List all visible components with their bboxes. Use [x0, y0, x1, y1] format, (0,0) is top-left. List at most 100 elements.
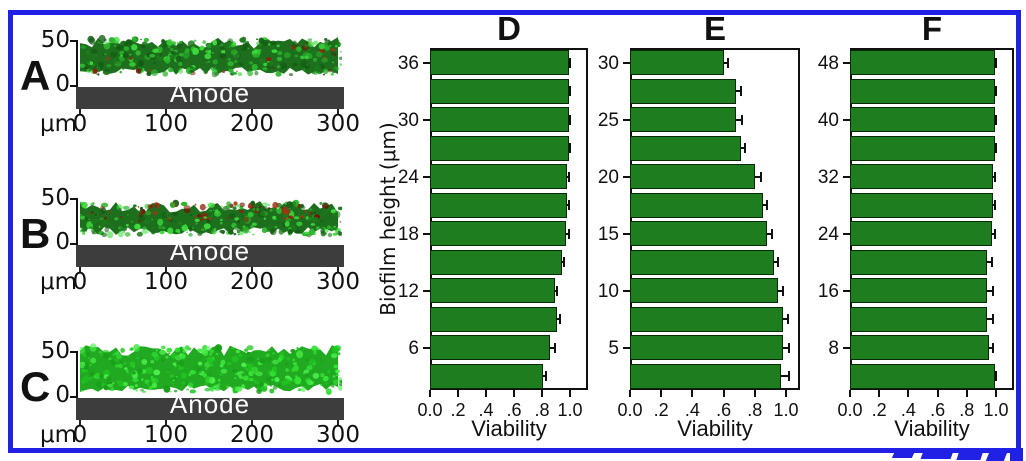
- x-axis-tick: [337, 420, 339, 426]
- error-bar: [762, 204, 768, 206]
- x-tick-label: 200: [230, 269, 274, 295]
- viability-bar: [430, 249, 562, 275]
- chart-x-tick-label: .6: [506, 400, 522, 420]
- viability-bar: [850, 135, 995, 161]
- anode-bar: Anode: [76, 391, 344, 420]
- viability-bar: [630, 249, 774, 275]
- micrograph-panel-c: C 50 0 Anode μm 0 100 200 300: [14, 336, 370, 454]
- viability-bar: [430, 50, 569, 75]
- chart-x-tick-label: .2: [653, 400, 669, 420]
- error-bar-cap: [990, 257, 993, 267]
- chart-y-tick-label: 10: [597, 280, 619, 302]
- chart-x-tick: [722, 390, 725, 397]
- error-bar: [557, 318, 561, 320]
- x-axis-tick: [251, 420, 253, 426]
- chart-y-tick: [423, 61, 430, 64]
- error-bar-cap: [993, 200, 996, 210]
- error-bar-cap: [727, 57, 730, 68]
- error-bar: [565, 232, 569, 235]
- chart-x-tick: [691, 390, 694, 397]
- chart-x-tick: [785, 390, 787, 397]
- x-tick-label: 300: [316, 269, 360, 295]
- x-axis-tick: [337, 109, 339, 115]
- x-tick-label: 200: [230, 422, 274, 448]
- chart-x-tick: [485, 390, 487, 397]
- x-axis-tick: [337, 267, 339, 273]
- chart-y-tick: [623, 289, 630, 292]
- viability-bar: [850, 164, 994, 189]
- anode-bar: Anode: [76, 238, 344, 267]
- error-bar-cap: [760, 171, 763, 182]
- chart-y-tick-label: 18: [397, 223, 419, 245]
- viability-bar: [850, 249, 988, 275]
- error-bar: [561, 261, 565, 263]
- error-bar: [778, 289, 783, 292]
- viability-bar: [430, 363, 544, 389]
- chart-x-tick-label: .6: [716, 400, 732, 420]
- viability-bar: [630, 164, 755, 189]
- chart-x-tick: [629, 390, 631, 397]
- error-bar-cap: [992, 314, 995, 324]
- anode-label: Anode: [169, 78, 251, 108]
- error-bar-cap: [786, 314, 789, 324]
- chart-x-tick-label: 0.0: [837, 400, 863, 420]
- chart-y-tick-label: 32: [817, 166, 839, 188]
- chart-y-tick: [843, 118, 850, 121]
- error-bar: [988, 346, 994, 349]
- chart-frame-D: [430, 48, 588, 390]
- panel-label-a: A: [20, 52, 51, 99]
- chart-y-tick: [623, 118, 630, 121]
- error-bar-cap: [744, 143, 747, 153]
- x-axis-tick: [165, 420, 167, 426]
- y-axis-tick: [70, 396, 78, 398]
- chart-y-tick: [423, 232, 430, 235]
- error-bar: [987, 289, 994, 292]
- x-tick-label: 300: [316, 422, 360, 448]
- viability-bar: [430, 78, 569, 104]
- chart-frame-F: [850, 48, 1014, 390]
- error-bar: [554, 289, 558, 292]
- error-bar: [987, 261, 992, 263]
- error-bar: [781, 375, 790, 377]
- chart-x-tick-label: 0.0: [617, 400, 643, 420]
- viability-bar: [630, 278, 779, 303]
- x-tick-label: 0: [72, 269, 88, 295]
- anode-label: Anode: [169, 389, 251, 419]
- chart-x-tick-label: 1.0: [557, 400, 583, 420]
- error-bar-cap: [995, 114, 997, 125]
- x-axis-tick: [251, 267, 253, 273]
- y-axis-tick-label-50: 50: [40, 185, 70, 211]
- viability-bar: [850, 278, 988, 303]
- viability-bar: [850, 50, 995, 75]
- error-bar-cap: [569, 86, 571, 96]
- error-bar-cap: [995, 371, 997, 381]
- error-bar-cap: [569, 143, 571, 153]
- error-bar: [550, 346, 555, 349]
- error-bar-cap: [995, 143, 997, 153]
- chart-y-tick-label: 20: [597, 166, 619, 188]
- error-bar: [543, 375, 547, 377]
- chart-x-tick-label: .4: [478, 400, 494, 420]
- chart-y-tick: [423, 175, 430, 178]
- chart-x-tick-label: 1.0: [983, 400, 1009, 420]
- y-axis-line: [76, 198, 78, 245]
- error-bar-cap: [569, 114, 571, 125]
- chart-x-tick: [995, 390, 997, 397]
- micrograph-panel-a: A 50 0 Anode μm 0 100 200 300: [14, 25, 370, 143]
- x-tick-label: 300: [316, 111, 360, 137]
- micrograph-panel-b: B 50 0 Anode μm 0 100 200 300: [14, 183, 370, 301]
- chart-y-tick-label: 36: [397, 52, 419, 74]
- anode-label: Anode: [169, 236, 251, 266]
- y-axis-tick: [70, 351, 78, 353]
- x-axis-tick: [165, 109, 167, 115]
- chart-x-tick-label: 0.0: [417, 400, 443, 420]
- viability-bar: [430, 135, 569, 161]
- error-bar: [782, 318, 788, 320]
- error-bar-cap: [739, 86, 742, 96]
- viability-bar: [850, 335, 989, 360]
- error-bar-cap: [777, 257, 780, 267]
- chart-x-tick: [936, 390, 939, 397]
- y-axis-tick: [70, 85, 78, 87]
- chart-y-tick-label: 24: [817, 223, 839, 245]
- error-bar-cap: [556, 285, 559, 296]
